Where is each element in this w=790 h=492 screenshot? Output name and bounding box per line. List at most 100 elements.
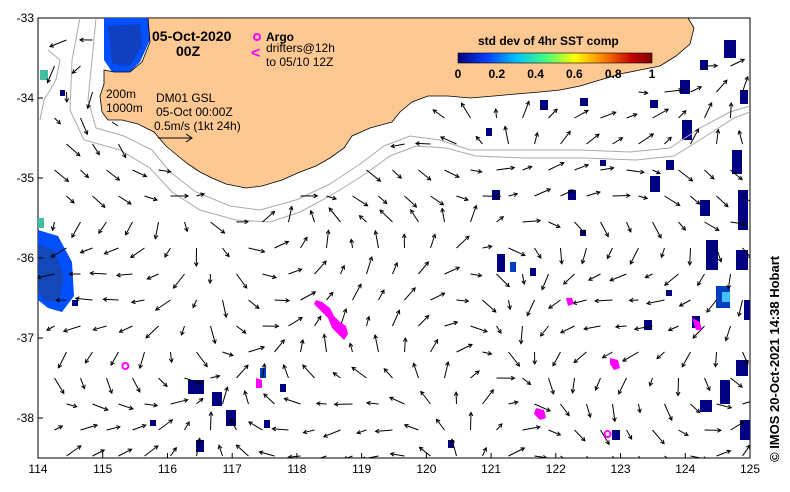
current-vector-head xyxy=(382,199,388,205)
current-vector xyxy=(692,325,705,339)
current-vector-head xyxy=(322,260,327,266)
current-vector xyxy=(359,215,367,223)
argo-floats xyxy=(121,362,612,438)
current-vector xyxy=(262,211,275,223)
current-vector-head xyxy=(351,366,357,372)
current-vector xyxy=(522,220,541,223)
current-vector-head xyxy=(102,297,108,302)
current-vector xyxy=(274,299,290,302)
current-vector xyxy=(496,325,502,334)
current-vector xyxy=(314,316,322,327)
current-vector-head xyxy=(675,201,681,206)
current-vector xyxy=(681,351,691,368)
current-vector-head xyxy=(74,296,80,302)
current-vector-head xyxy=(241,329,247,334)
current-vector xyxy=(222,387,228,405)
current-vector xyxy=(119,325,133,333)
current-vector-head xyxy=(122,153,127,159)
current-vector-head xyxy=(389,451,395,457)
current-vector-head xyxy=(311,291,317,296)
x-tick-label: 119 xyxy=(352,462,371,476)
current-vector-head xyxy=(505,282,510,288)
current-vector xyxy=(196,398,204,405)
current-vector-head xyxy=(95,150,100,156)
current-vector-head xyxy=(645,300,651,306)
current-vector xyxy=(184,221,188,232)
current-vector-head xyxy=(559,162,565,167)
current-vector xyxy=(548,429,561,436)
current-vector xyxy=(222,247,230,257)
current-vector xyxy=(248,299,260,309)
current-vector-head xyxy=(694,127,699,133)
current-vector xyxy=(496,167,515,171)
current-vector-head xyxy=(263,393,268,398)
current-vector xyxy=(66,403,77,408)
current-vector xyxy=(98,221,107,234)
current-vector xyxy=(391,143,405,148)
current-vector-head xyxy=(183,398,189,403)
current-vector-head xyxy=(643,195,649,200)
current-vector-head xyxy=(663,281,669,286)
current-vector xyxy=(730,377,743,388)
current-vector xyxy=(158,419,173,431)
current-vector xyxy=(482,351,492,355)
current-vector-head xyxy=(609,277,615,282)
current-vector-head xyxy=(450,438,456,444)
current-vector-head xyxy=(536,218,542,224)
current-vector xyxy=(392,169,402,179)
current-vector xyxy=(444,266,460,275)
current-vector-head xyxy=(420,390,425,396)
current-vector-head xyxy=(435,418,441,424)
current-vector-head xyxy=(215,374,221,379)
current-vector xyxy=(572,377,575,393)
current-vector xyxy=(366,402,379,405)
current-vector xyxy=(170,399,188,405)
current-vector-head xyxy=(62,328,68,333)
current-vector-head xyxy=(595,133,600,139)
current-vector-head xyxy=(728,101,734,107)
current-vector xyxy=(504,126,509,145)
current-vector-head xyxy=(424,314,430,320)
current-vector xyxy=(600,111,616,119)
current-vector xyxy=(456,299,469,302)
current-vector xyxy=(645,273,653,278)
current-vector-head xyxy=(566,130,571,136)
y-tick-label: -34 xyxy=(17,91,35,105)
current-vector xyxy=(581,247,587,264)
current-vector-head xyxy=(708,101,713,107)
current-vector xyxy=(379,209,393,223)
current-vector-head xyxy=(373,333,378,339)
current-vector xyxy=(678,221,686,231)
current-vector xyxy=(725,325,731,341)
current-vector xyxy=(638,403,641,413)
current-vector xyxy=(118,448,132,457)
current-vector xyxy=(573,351,587,363)
current-vector xyxy=(66,445,82,457)
current-vector-head xyxy=(86,104,91,110)
current-vector xyxy=(548,108,558,119)
current-vector-head xyxy=(717,427,722,433)
current-vector-head xyxy=(153,234,159,240)
current-vector xyxy=(522,426,540,431)
current-vector-head xyxy=(129,253,135,259)
current-vector xyxy=(154,221,159,239)
current-vector xyxy=(612,195,630,197)
current-vector-head xyxy=(115,176,121,181)
current-vector-head xyxy=(393,261,399,267)
current-vector-head xyxy=(678,88,684,93)
current-vector xyxy=(704,169,715,180)
current-vector xyxy=(646,299,665,305)
current-vector-head xyxy=(706,386,711,392)
current-vector-head xyxy=(487,244,493,250)
current-vector xyxy=(508,447,525,457)
current-vector xyxy=(652,221,662,239)
drifter-tracks xyxy=(256,298,702,420)
current-vector-head xyxy=(192,303,197,309)
current-vector-head xyxy=(688,177,694,182)
current-vector xyxy=(54,169,69,182)
current-vector-head xyxy=(637,408,642,414)
current-vector-head xyxy=(556,431,562,436)
current-vector xyxy=(132,169,147,178)
current-vector xyxy=(80,117,88,135)
current-vector-head xyxy=(464,298,470,304)
